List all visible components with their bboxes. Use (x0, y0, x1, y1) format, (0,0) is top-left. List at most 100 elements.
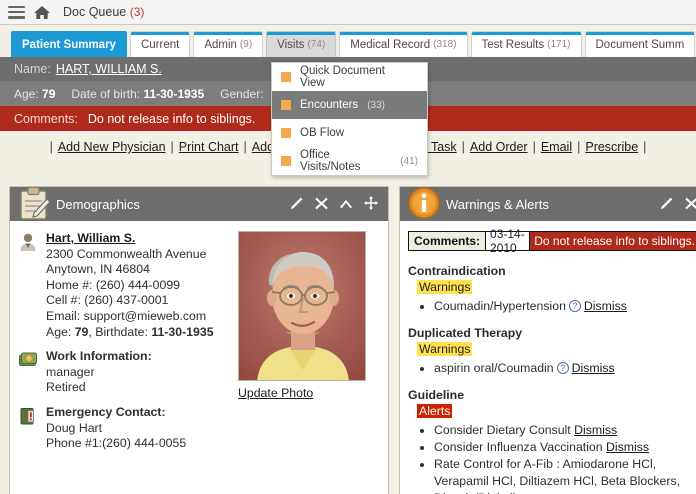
tab-patient-summary[interactable]: Patient Summary (11, 31, 127, 57)
warnings-panel-body: Comments: 03-14-2010 Do not release info… (400, 221, 696, 494)
link-email[interactable]: Email (540, 140, 573, 154)
demographics-panel-header: Demographics (10, 186, 388, 221)
patient-name-link[interactable]: Hart, William S. (46, 231, 136, 245)
dropdown-item-quick-document-view[interactable]: Quick Document View (272, 63, 427, 91)
section-item-list: aspirin oral/Coumadin?Dismiss (408, 360, 696, 377)
patient-address-1: 2300 Commonwealth Avenue (46, 246, 207, 261)
dropdown-item-encounters[interactable]: Encounters (33) (272, 91, 427, 119)
banner-gender-label: Gender: (220, 86, 264, 101)
cell-phone-value: (260) 437-0001 (84, 293, 169, 308)
dropdown-item-count: (33) (367, 99, 385, 111)
dismiss-link[interactable]: Dismiss (571, 361, 615, 375)
patient-demographics-bar: Age: 79 Date of birth: 11-30-1935 Gender… (0, 81, 696, 106)
work-info-block: Work Information: manager Retired (18, 349, 230, 396)
warning-section-guideline: Guideline Alerts Consider Dietary Consul… (408, 388, 696, 494)
link-separator: | (532, 140, 536, 154)
home-phone-value: (260) 444-0099 (95, 277, 180, 292)
dropdown-item-ob-flow[interactable]: OB Flow (272, 119, 427, 147)
page-title: Doc Queue (3) (63, 5, 144, 19)
dismiss-link[interactable]: Dismiss (606, 440, 650, 454)
section-tag: Warnings (417, 342, 473, 356)
link-separator: | (170, 140, 174, 154)
patient-name-value[interactable]: HART, WILLIAM S. (55, 62, 162, 76)
hamburger-icon[interactable] (8, 5, 25, 19)
age-label: Age: (46, 324, 72, 339)
tab-label: Visits (277, 38, 305, 51)
warning-section-contraindication: Contraindication Warnings Coumadin/Hyper… (408, 264, 696, 315)
tab-label: Document Summ (595, 38, 685, 51)
close-icon[interactable] (315, 197, 328, 212)
banner-dob-value: 11-30-1935 (143, 86, 205, 101)
bullet-square-icon (281, 100, 291, 110)
close-icon[interactable] (685, 197, 696, 212)
emergency-name: Doug Hart (46, 420, 103, 435)
tab-visits[interactable]: Visits (74) (266, 31, 337, 57)
dropdown-item-office-visits-notes[interactable]: Office Visits/Notes (41) (272, 147, 427, 175)
tab-admin[interactable]: Admin (9) (193, 31, 264, 57)
visits-dropdown-menu: Quick Document View Encounters (33) OB F… (271, 62, 428, 176)
person-icon (18, 231, 40, 340)
emergency-contact-text: Emergency Contact: Doug Hart Phone #1:(2… (46, 405, 230, 452)
clipboard-icon (14, 183, 54, 223)
dropdown-item-label: OB Flow (300, 127, 345, 139)
dismiss-link[interactable]: Dismiss (583, 299, 627, 313)
update-photo-link[interactable]: Update Photo (238, 386, 314, 400)
alert-item: Rate Control for A-Fib : Amiodarone HCl,… (434, 456, 696, 494)
warnings-comments-label: Comments: (408, 231, 487, 251)
pencil-icon[interactable] (290, 196, 304, 212)
warnings-comments-note: Do not release info to siblings. (530, 231, 696, 251)
tab-label: Current (140, 38, 180, 51)
alert-item: Consider Influenza Vaccination Dismiss (434, 439, 696, 456)
warnings-comments-row: Comments: 03-14-2010 Do not release info… (408, 227, 696, 255)
section-title: Contraindication (408, 264, 506, 278)
tab-label: Admin (204, 38, 237, 51)
bullet-square-icon (281, 156, 291, 166)
page-title-text: Doc Queue (63, 5, 127, 19)
link-print-chart[interactable]: Print Chart (178, 140, 239, 154)
email-value: support@mieweb.com (83, 308, 207, 323)
emergency-title: Emergency Contact: (46, 404, 166, 419)
email-label: Email: (46, 308, 81, 323)
alert-door-icon (18, 405, 40, 452)
section-item-list: Coumadin/Hypertension?Dismiss (408, 298, 696, 315)
comments-value: Do not release info to siblings. (87, 111, 256, 126)
main-tab-bar: Patient Summary Current Admin (9) Visits… (0, 25, 696, 57)
tab-test-results[interactable]: Test Results (171) (470, 31, 582, 57)
emergency-contact-block: Emergency Contact: Doug Hart Phone #1:(2… (18, 405, 230, 452)
warning-item: aspirin oral/Coumadin?Dismiss (434, 360, 696, 377)
dropdown-item-label: Office Visits/Notes (300, 149, 361, 173)
link-add-order[interactable]: Add Order (469, 140, 528, 154)
top-bar: Doc Queue (3) (0, 0, 696, 25)
tab-document-summary[interactable]: Document Summ (584, 31, 696, 57)
home-icon[interactable] (33, 5, 51, 20)
chevron-up-icon[interactable] (339, 198, 353, 211)
warnings-panel-header: Warnings & Alerts (400, 187, 696, 221)
bullet-square-icon (281, 128, 291, 138)
demographics-header-actions (290, 196, 382, 212)
warning-item: Coumadin/Hypertension?Dismiss (434, 298, 696, 315)
tab-current[interactable]: Current (129, 31, 191, 57)
help-icon[interactable]: ? (568, 300, 581, 312)
dismiss-link[interactable]: Dismiss (574, 423, 618, 437)
tab-count: (74) (307, 39, 326, 50)
demographics-panel: Demographics (9, 186, 389, 494)
patient-info-block: Hart, William S. 2300 Commonwealth Avenu… (18, 231, 230, 340)
link-separator: | (49, 140, 53, 154)
tab-label: Test Results (481, 38, 545, 51)
alert-item-text: Rate Control for A-Fib : Amiodarone HCl,… (434, 457, 681, 494)
demographics-panel-body: Hart, William S. 2300 Commonwealth Avenu… (10, 221, 388, 467)
link-separator: | (461, 140, 465, 154)
section-tag: Alerts (417, 404, 453, 418)
link-add-new-physician[interactable]: Add New Physician (57, 140, 166, 154)
tab-medical-record[interactable]: Medical Record (318) (339, 31, 468, 57)
tab-count: (9) (239, 39, 253, 50)
section-item-list: Consider Dietary Consult Dismiss Conside… (408, 422, 696, 494)
pencil-icon[interactable] (660, 196, 674, 212)
link-prescribe[interactable]: Prescribe (585, 140, 639, 154)
patient-info-text: Hart, William S. 2300 Commonwealth Avenu… (46, 231, 214, 339)
move-icon[interactable] (364, 196, 378, 212)
banner-dob-label: Date of birth: (71, 86, 141, 101)
help-icon[interactable]: ? (556, 362, 569, 374)
warning-item-text: Coumadin/Hypertension (434, 299, 566, 313)
money-icon (18, 349, 40, 396)
